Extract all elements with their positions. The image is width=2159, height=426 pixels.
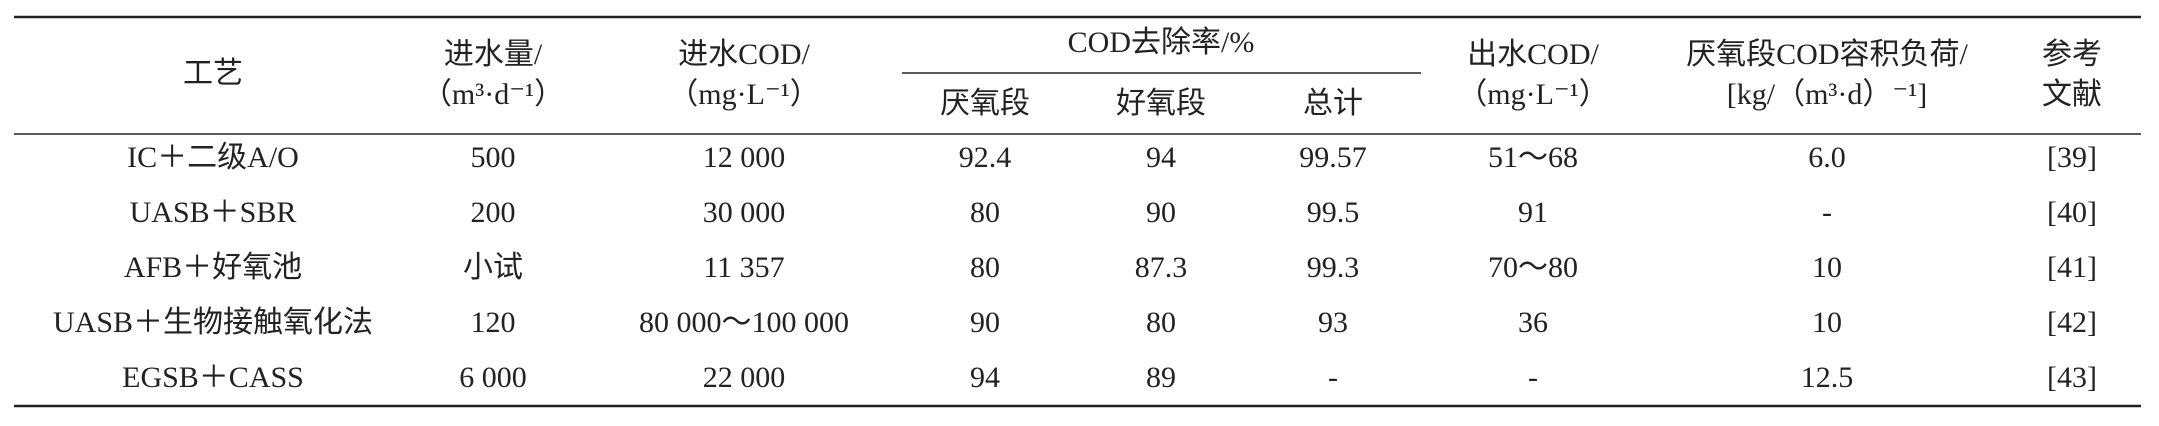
table-cell: 500 bbox=[471, 141, 516, 174]
table-cell: 36 bbox=[1518, 306, 1548, 339]
table-cell: [42] bbox=[2047, 306, 2097, 339]
sub-header: 厌氧段 bbox=[940, 87, 1030, 120]
table-cell: 87.3 bbox=[1135, 251, 1188, 284]
table-cell: - bbox=[1528, 361, 1538, 394]
table-cell: UASB＋SBR bbox=[130, 196, 297, 229]
table-cell: 10 bbox=[1812, 306, 1842, 339]
column-header: 出水COD/ bbox=[1467, 38, 1599, 71]
table-cell: 93 bbox=[1318, 306, 1348, 339]
table-cell: 200 bbox=[471, 196, 516, 229]
table-cell: 90 bbox=[1146, 196, 1176, 229]
column-header: 工艺 bbox=[183, 57, 243, 90]
table-cell: 51～68 bbox=[1488, 141, 1578, 174]
group-header: COD去除率/% bbox=[1068, 26, 1255, 59]
table-cell: 99.5 bbox=[1307, 196, 1360, 229]
table-cell: UASB＋生物接触氧化法 bbox=[53, 306, 373, 339]
column-header: [kg/（m³·d）⁻¹] bbox=[1727, 78, 1927, 111]
column-header: （mg·L⁻¹） bbox=[1457, 78, 1608, 111]
sub-header: 好氧段 bbox=[1116, 87, 1206, 120]
table-cell: 12 000 bbox=[703, 141, 786, 174]
table-cell: 80 bbox=[970, 196, 1000, 229]
table-cell: 80 bbox=[970, 251, 1000, 284]
table-cell: 6.0 bbox=[1808, 141, 1846, 174]
table-cell: 92.4 bbox=[959, 141, 1012, 174]
table-cell: 99.3 bbox=[1307, 251, 1360, 284]
table-cell: 30 000 bbox=[703, 196, 786, 229]
table-cell: 94 bbox=[970, 361, 1000, 394]
table-cell: 小试 bbox=[463, 251, 523, 284]
table-cell: [41] bbox=[2047, 251, 2097, 284]
table-cell: 6 000 bbox=[459, 361, 527, 394]
table-cell: 89 bbox=[1146, 361, 1176, 394]
column-header: 进水COD/ bbox=[678, 38, 810, 71]
table-cell: IC＋二级A/O bbox=[127, 141, 299, 174]
table-cell: 90 bbox=[970, 306, 1000, 339]
table-cell: 70～80 bbox=[1488, 251, 1578, 284]
column-header: 参考 bbox=[2042, 38, 2102, 71]
table-cell: [39] bbox=[2047, 141, 2097, 174]
table-cell: [43] bbox=[2047, 361, 2097, 394]
table-cell: 10 bbox=[1812, 251, 1842, 284]
column-header: （mg·L⁻¹） bbox=[668, 78, 819, 111]
table-cell: 11 357 bbox=[703, 251, 784, 284]
table-cell: AFB＋好氧池 bbox=[124, 251, 302, 284]
column-header: 文献 bbox=[2042, 78, 2102, 111]
table-cell: - bbox=[1822, 196, 1832, 229]
column-header: 厌氧段COD容积负荷/ bbox=[1686, 38, 1968, 71]
table-cell: [40] bbox=[2047, 196, 2097, 229]
sub-header: 总计 bbox=[1303, 87, 1363, 120]
table-cell: 12.5 bbox=[1801, 361, 1854, 394]
table-cell: 80 bbox=[1146, 306, 1176, 339]
table-cell: 120 bbox=[471, 306, 516, 339]
column-header: 进水量/ bbox=[444, 38, 543, 71]
table-cell: 91 bbox=[1518, 196, 1548, 229]
column-header: （m³·d⁻¹） bbox=[422, 78, 564, 111]
table-cell: 99.57 bbox=[1299, 141, 1367, 174]
table-cell: 22 000 bbox=[703, 361, 786, 394]
table-cell: 80 000～100 000 bbox=[639, 306, 849, 339]
table-cell: - bbox=[1328, 361, 1338, 394]
table-cell: EGSB＋CASS bbox=[122, 361, 304, 394]
table-cell: 94 bbox=[1146, 141, 1176, 174]
